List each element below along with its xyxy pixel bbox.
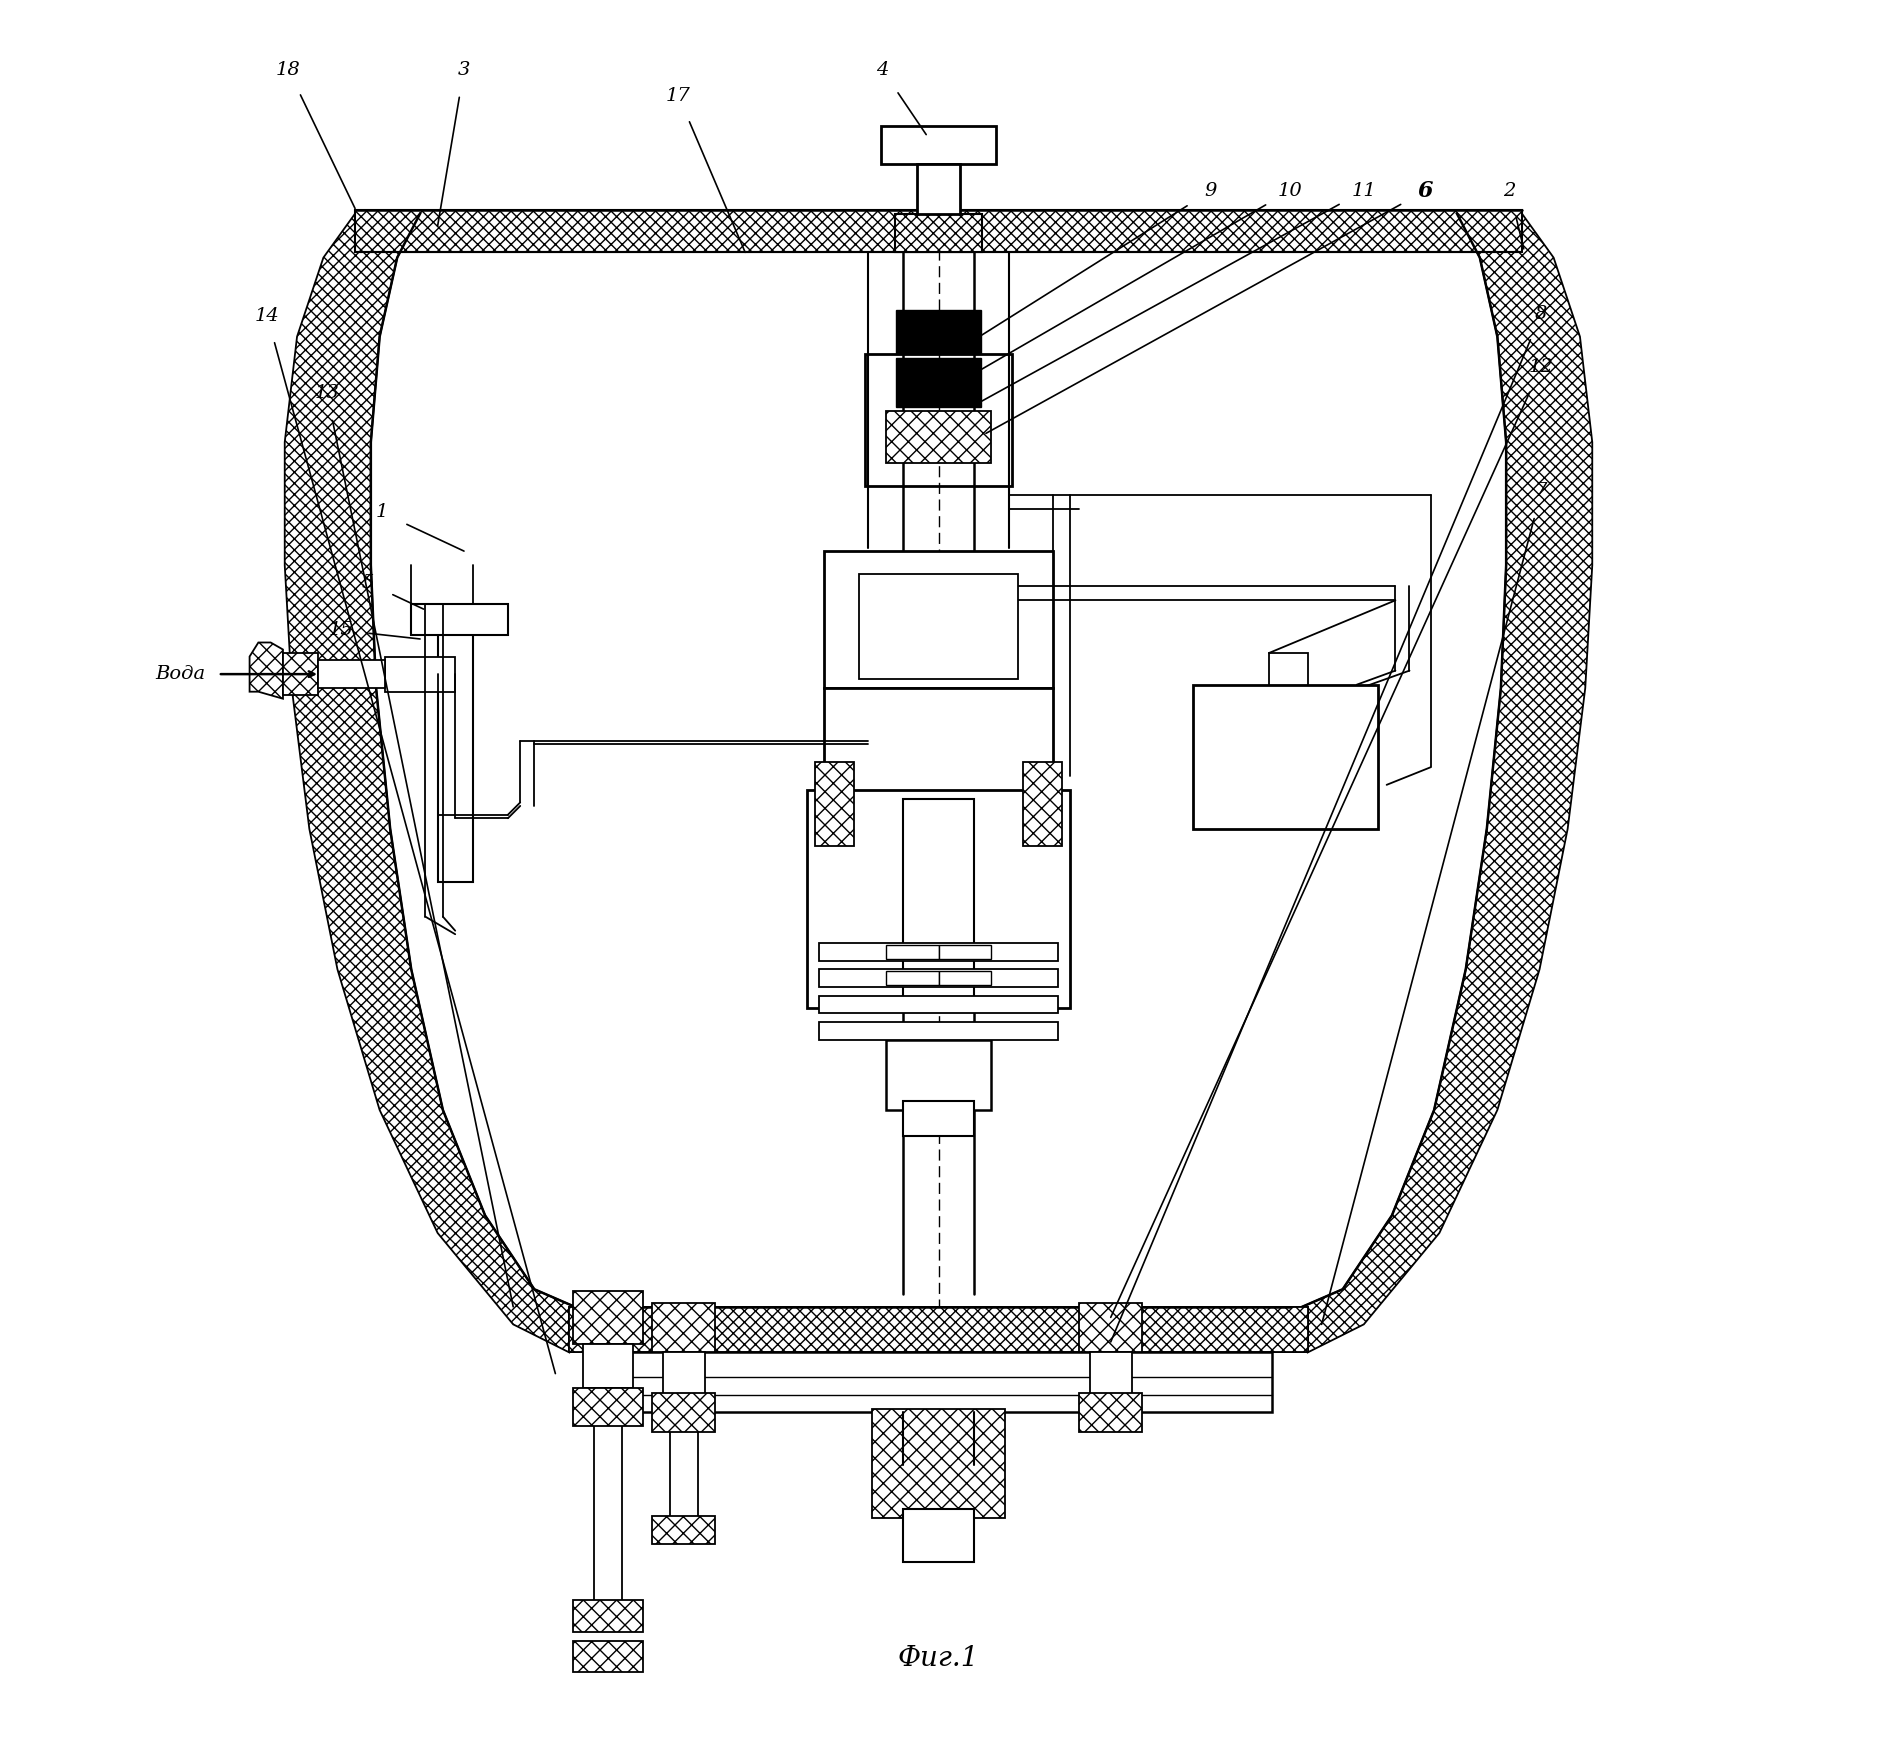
Bar: [317, 659, 385, 688]
Bar: [860, 575, 1017, 679]
Bar: [897, 310, 980, 354]
Text: 7: 7: [1535, 483, 1547, 501]
Bar: [651, 1516, 715, 1544]
Text: 4: 4: [877, 60, 888, 79]
Bar: [670, 1412, 698, 1518]
Bar: [1079, 1303, 1143, 1352]
Text: 3: 3: [458, 60, 469, 79]
Bar: [818, 1023, 1059, 1040]
Bar: [886, 945, 938, 959]
Bar: [651, 1393, 715, 1432]
Bar: [1091, 1352, 1132, 1396]
Bar: [1194, 684, 1378, 829]
Text: 12: 12: [1530, 358, 1554, 376]
Bar: [593, 1412, 621, 1606]
Bar: [897, 358, 980, 407]
Bar: [818, 970, 1059, 987]
Bar: [437, 608, 473, 882]
Bar: [895, 213, 982, 252]
Bar: [1269, 652, 1308, 684]
Polygon shape: [1289, 213, 1592, 1352]
Bar: [843, 820, 1034, 864]
Bar: [871, 1409, 1006, 1518]
Bar: [880, 125, 997, 164]
Text: 17: 17: [666, 86, 691, 106]
Text: Фиг.1: Фиг.1: [897, 1645, 980, 1671]
Bar: [886, 971, 938, 986]
Bar: [569, 1306, 1308, 1352]
Text: Вода: Вода: [156, 665, 206, 682]
Polygon shape: [355, 210, 1522, 252]
Bar: [283, 652, 317, 695]
Bar: [572, 1601, 644, 1633]
Text: 2: 2: [1503, 182, 1517, 199]
Text: 8: 8: [1535, 305, 1547, 323]
Bar: [663, 1352, 704, 1396]
Bar: [572, 1291, 644, 1343]
Bar: [584, 1343, 633, 1387]
Text: 13: 13: [315, 384, 340, 402]
Polygon shape: [569, 1306, 1308, 1352]
Bar: [1079, 1393, 1143, 1432]
Bar: [824, 552, 1053, 688]
Bar: [604, 1352, 1273, 1412]
Text: 10: 10: [1278, 182, 1303, 199]
Bar: [818, 996, 1059, 1014]
Bar: [807, 790, 1070, 1008]
Text: 18: 18: [276, 60, 300, 79]
Bar: [411, 603, 509, 635]
Bar: [886, 411, 991, 464]
Text: 9: 9: [1205, 182, 1216, 199]
Bar: [572, 1641, 644, 1673]
Bar: [938, 945, 991, 959]
Bar: [903, 1102, 974, 1137]
Bar: [938, 971, 991, 986]
Polygon shape: [250, 642, 283, 698]
Text: 14: 14: [255, 307, 280, 324]
Bar: [903, 1509, 974, 1562]
Bar: [651, 1303, 715, 1352]
Text: 6: 6: [1417, 180, 1432, 201]
Text: 5: 5: [360, 573, 374, 592]
Bar: [865, 354, 1012, 487]
Text: 11: 11: [1351, 182, 1376, 199]
Bar: [824, 688, 1053, 829]
Bar: [918, 164, 959, 213]
Text: 1: 1: [375, 504, 387, 522]
Bar: [572, 1387, 644, 1426]
Text: 15: 15: [328, 621, 353, 640]
Polygon shape: [285, 213, 588, 1352]
Bar: [385, 656, 456, 691]
Bar: [903, 799, 974, 1000]
Bar: [815, 762, 854, 846]
Bar: [886, 1040, 991, 1111]
Bar: [1023, 762, 1062, 846]
Bar: [818, 943, 1059, 961]
